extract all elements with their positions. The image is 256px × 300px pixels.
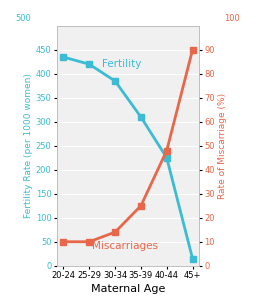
Text: 100: 100: [225, 14, 240, 23]
Y-axis label: Rate of Miscarriage (%): Rate of Miscarriage (%): [218, 93, 227, 199]
X-axis label: Maternal Age: Maternal Age: [91, 284, 165, 294]
Text: 500: 500: [16, 14, 31, 23]
Text: Miscarriages: Miscarriages: [92, 241, 158, 251]
Text: Fertility: Fertility: [102, 58, 142, 69]
Y-axis label: Fertility Rate (per 1000 women): Fertility Rate (per 1000 women): [24, 74, 33, 218]
